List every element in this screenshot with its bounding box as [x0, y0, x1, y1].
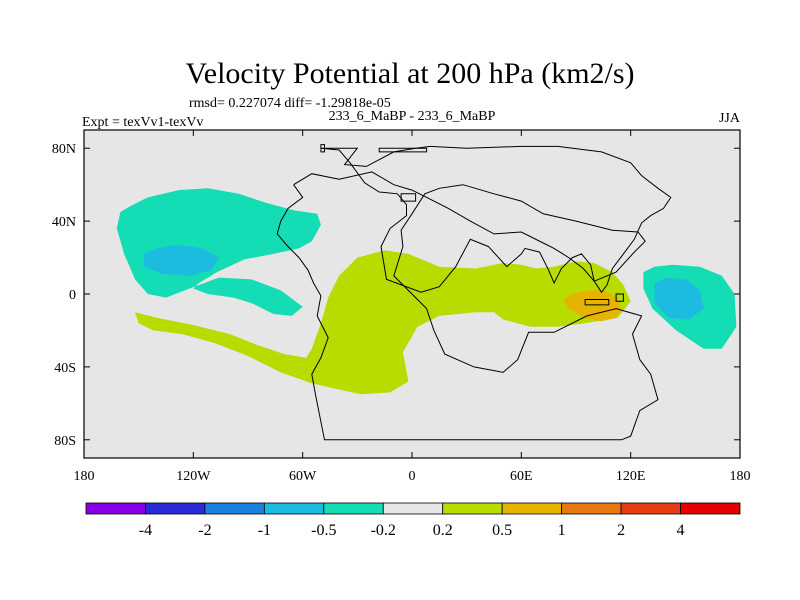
colorbar-swatch [204, 502, 265, 515]
contour-region-positive-band-main [135, 250, 631, 395]
colorbar-swatch [85, 502, 146, 515]
island-outline-4 [615, 293, 624, 302]
y-tick-label: 0 [69, 288, 76, 303]
chart-title: Velocity Potential at 200 hPa (km2/s) [185, 57, 634, 90]
x-tick-label: 120E [616, 469, 646, 484]
x-tick-label: 60W [289, 469, 317, 484]
colorbar-level-label: 1 [558, 522, 566, 539]
continent-outlines [276, 144, 672, 441]
colorbar-swatch [620, 502, 681, 515]
x-tick-label: 120W [176, 469, 211, 484]
x-tick-label: 0 [409, 469, 416, 484]
colorbar-swatch [382, 502, 444, 515]
y-tick-label: 40N [52, 215, 76, 230]
contour-region-negative-region-west [116, 188, 321, 316]
contour-region-positive-core-east [563, 290, 622, 322]
colorbar-level-label: 2 [617, 522, 625, 539]
colorbar-level-label: -0.5 [311, 522, 336, 539]
island-outline-3 [584, 299, 610, 306]
left-label: Expt = texVv1-texVv [82, 115, 203, 130]
colorbar-level-label: -2 [198, 522, 211, 539]
contour-region-negative-core-east [654, 277, 704, 320]
colorbar-level-label: -1 [258, 522, 271, 539]
island-outline-2 [400, 193, 417, 202]
contour-regions [116, 188, 737, 395]
colorbar-swatch [442, 502, 503, 515]
x-tick-label: 60E [510, 469, 533, 484]
colorbar-swatch [680, 502, 741, 515]
x-tick-label: 180 [74, 469, 95, 484]
continent-outline-main [276, 171, 659, 441]
y-tick-label: 80S [54, 434, 76, 449]
colorbar-level-label: -4 [139, 522, 152, 539]
colorbar-level-label: -0.2 [371, 522, 396, 539]
colorbar-swatch [323, 502, 384, 515]
center-label: 233_6_MaBP - 233_6_MaBP [329, 109, 496, 124]
continent-outline-north [320, 145, 672, 294]
colorbar-swatch [561, 502, 622, 515]
stats-line: rmsd= 0.227074 diff= -1.29818e-05 [189, 96, 391, 111]
colorbar-swatch [145, 502, 206, 515]
island-outline-0 [320, 144, 325, 153]
colorbar-swatch [263, 502, 325, 515]
colorbar: -4 -2 -1 -0.5 -0.2 0.2 0.5 1 2 4 [85, 502, 741, 539]
contour-region-negative-core-west [144, 244, 219, 276]
colorbar-level-label: 4 [677, 522, 685, 539]
right-label: JJA [719, 111, 741, 126]
colorbar-level-label: 0.5 [492, 522, 512, 539]
x-tick-label: 180 [730, 469, 751, 484]
island-outline-1 [378, 147, 428, 153]
y-tick-label: 80N [52, 142, 76, 157]
map-plot-area: 180 120W 60W 0 60E 120E 180 80N 40N 0 40S 80S [52, 129, 751, 484]
y-tick-label: 40S [54, 361, 76, 376]
colorbar-swatch [501, 502, 563, 515]
axis-ticks: 180 120W 60W 0 60E 120E 180 80N 40N 0 40S 80S [52, 130, 751, 484]
colorbar-level-label: 0.2 [433, 522, 453, 539]
